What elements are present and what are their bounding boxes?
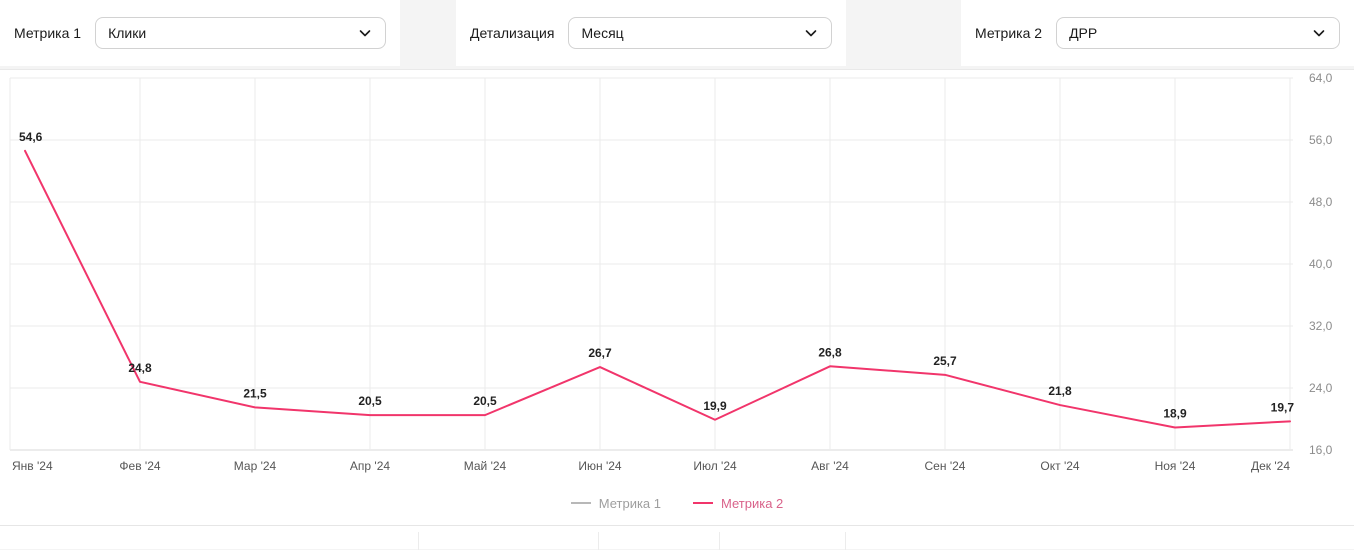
svg-text:40,0: 40,0 — [1309, 257, 1333, 271]
svg-text:Май '24: Май '24 — [464, 459, 507, 473]
metric2-control-group: Метрика 2 ДРР — [961, 0, 1354, 66]
svg-text:54,6: 54,6 — [19, 130, 43, 144]
svg-text:56,0: 56,0 — [1309, 133, 1333, 147]
svg-text:48,0: 48,0 — [1309, 195, 1333, 209]
controls-row: Метрика 1 Клики Детализация Месяц Метрик… — [0, 0, 1354, 66]
svg-text:16,0: 16,0 — [1309, 443, 1333, 457]
svg-text:18,9: 18,9 — [1163, 407, 1187, 421]
svg-text:26,7: 26,7 — [588, 346, 612, 360]
svg-text:Сен '24: Сен '24 — [925, 459, 966, 473]
svg-text:24,8: 24,8 — [128, 361, 152, 375]
svg-text:21,5: 21,5 — [243, 386, 267, 400]
table-column-divider — [845, 532, 846, 550]
metric1-control-group: Метрика 1 Клики — [0, 0, 400, 66]
table-column-divider — [598, 532, 599, 550]
svg-text:Фев '24: Фев '24 — [119, 459, 160, 473]
detail-select-value: Месяц — [581, 25, 624, 41]
svg-text:Дек '24: Дек '24 — [1251, 459, 1290, 473]
svg-text:32,0: 32,0 — [1309, 319, 1333, 333]
metric2-line-swatch — [693, 502, 713, 504]
metric1-select-value: Клики — [108, 25, 147, 41]
legend-metric1-label: Метрика 1 — [598, 495, 661, 511]
chart-card: 16,0 24,0 32,0 40,0 48,0 56,0 64,0 Янв '24 Фев '… — [0, 69, 1354, 550]
metric2-select-value: ДРР — [1069, 25, 1098, 41]
metrics-line-chart: 16,0 24,0 32,0 40,0 48,0 56,0 64,0 Янв '24 Фев '… — [9, 71, 1333, 473]
chevron-down-icon — [1311, 25, 1327, 41]
detail-select[interactable]: Месяц — [568, 17, 832, 49]
metric1-label: Метрика 1 — [14, 25, 82, 41]
metric1-select[interactable]: Клики — [95, 17, 386, 49]
svg-text:24,0: 24,0 — [1309, 381, 1333, 395]
legend-metric2-label: Метрика 2 — [721, 495, 784, 511]
svg-text:Июн '24: Июн '24 — [578, 459, 622, 473]
svg-text:64,0: 64,0 — [1309, 71, 1333, 85]
detail-control-group: Детализация Месяц — [456, 0, 846, 66]
controls-gap — [400, 0, 456, 66]
detail-label: Детализация — [470, 25, 555, 41]
chart-legend: Метрика 1 Метрика 2 — [0, 481, 1354, 525]
svg-text:Апр '24: Апр '24 — [350, 459, 390, 473]
svg-text:Окт '24: Окт '24 — [1040, 459, 1080, 473]
table-top-edge — [0, 525, 1354, 550]
svg-text:20,5: 20,5 — [473, 394, 497, 408]
svg-text:Мар '24: Мар '24 — [234, 459, 277, 473]
svg-text:Янв '24: Янв '24 — [12, 459, 53, 473]
svg-text:25,7: 25,7 — [933, 354, 957, 368]
svg-text:20,5: 20,5 — [358, 394, 382, 408]
svg-text:26,8: 26,8 — [818, 345, 842, 359]
controls-gap — [846, 0, 961, 66]
svg-text:Ноя '24: Ноя '24 — [1155, 459, 1196, 473]
metric1-line-swatch — [570, 502, 591, 504]
legend-item-metric1[interactable]: Метрика 1 — [570, 495, 661, 511]
metric2-select[interactable]: ДРР — [1056, 17, 1340, 49]
metric2-label: Метрика 2 — [975, 25, 1043, 41]
svg-text:Июл '24: Июл '24 — [693, 459, 737, 473]
svg-text:19,7: 19,7 — [1271, 400, 1295, 414]
table-column-divider — [418, 532, 419, 550]
chevron-down-icon — [357, 25, 373, 41]
svg-text:19,9: 19,9 — [703, 399, 727, 413]
chevron-down-icon — [803, 25, 819, 41]
table-column-divider — [719, 532, 720, 550]
svg-text:Авг '24: Авг '24 — [811, 459, 849, 473]
legend-item-metric2[interactable]: Метрика 2 — [693, 496, 783, 511]
svg-text:21,8: 21,8 — [1048, 384, 1072, 398]
